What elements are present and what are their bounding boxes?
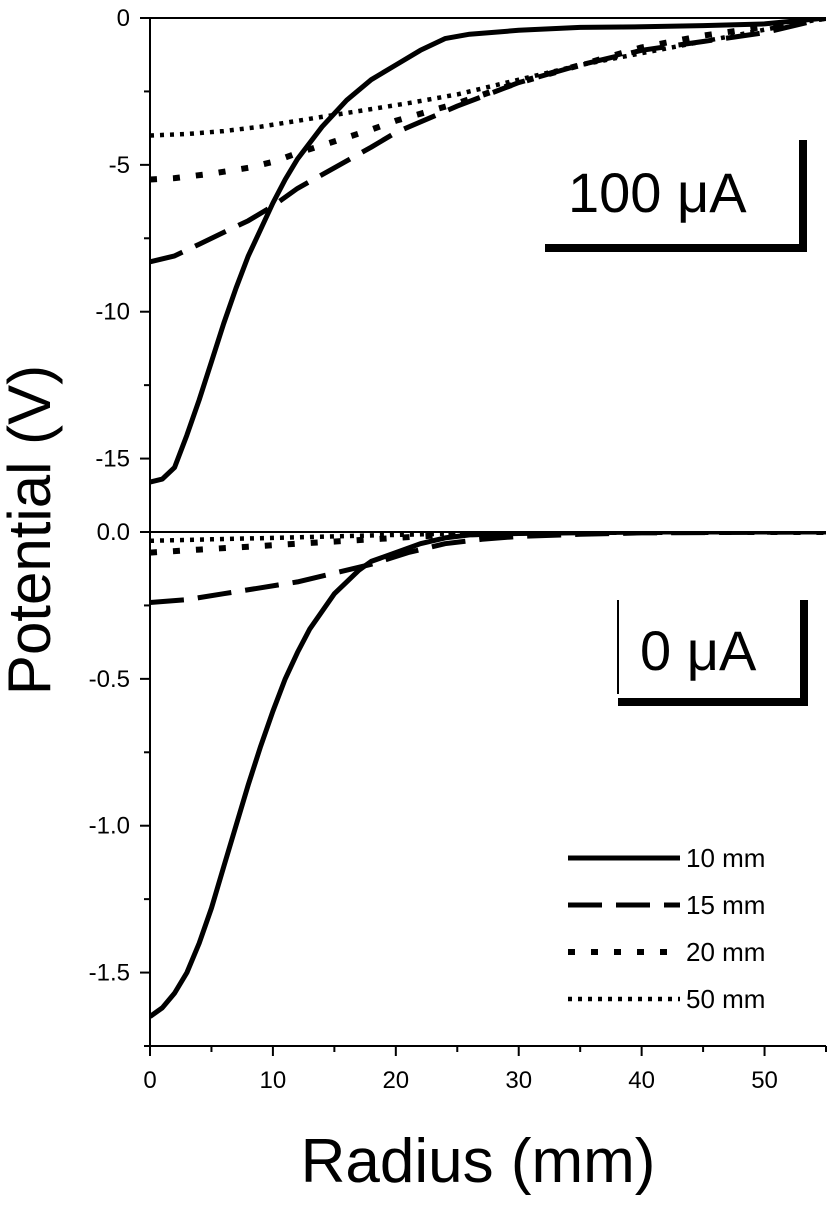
top-panel: 0 -5 -10 -15 100 μA	[95, 5, 826, 533]
y-tick-label: -15	[95, 446, 130, 473]
legend-label: 15 mm	[686, 890, 765, 920]
y-tick-label: -5	[109, 152, 130, 179]
series-line-20-mm	[150, 532, 826, 556]
legend-label: 10 mm	[686, 843, 765, 873]
current-label: 0 μA	[640, 619, 757, 682]
current-label: 100 μA	[568, 161, 747, 224]
legend: 10 mm 15 mm 20 mm 50 mm	[568, 843, 765, 1014]
y-tick-label: 0.0	[97, 519, 130, 546]
y-axis-title: Potential (V)	[0, 365, 63, 695]
y-tick-label: -0.5	[89, 666, 130, 693]
series-line-15-mm	[150, 18, 826, 265]
legend-label: 20 mm	[686, 937, 765, 967]
legend-label: 50 mm	[686, 984, 765, 1014]
series-line-10-mm	[150, 532, 826, 1019]
x-tick-label: 10	[260, 1067, 287, 1094]
series-line-50-mm	[150, 532, 826, 544]
y-tick-label: -1.0	[89, 813, 130, 840]
y-tick-label: -10	[95, 299, 130, 326]
series-line-10-mm	[150, 18, 826, 485]
label-bracket	[545, 140, 807, 252]
x-axis-title: Radius (mm)	[301, 1127, 656, 1196]
series-line-15-mm	[150, 532, 826, 605]
legend-item: 50 mm	[568, 984, 765, 1014]
current-label-box: 100 μA	[545, 140, 807, 252]
bottom-panel: 0.0 -0.5 -1.0 -1.5 0 μA	[89, 519, 826, 1047]
legend-item: 15 mm	[568, 890, 765, 920]
x-tick-label: 50	[751, 1067, 778, 1094]
legend-item: 20 mm	[568, 937, 765, 967]
series-line-20-mm	[150, 18, 826, 183]
x-tick-label: 30	[505, 1067, 532, 1094]
series-group	[150, 532, 826, 1019]
x-tick-label: 40	[628, 1067, 655, 1094]
legend-item: 10 mm	[568, 843, 765, 873]
y-tick-label: 0	[117, 5, 130, 32]
label-bracket	[618, 600, 808, 706]
y-tick-label: -1.5	[89, 960, 130, 987]
series-group	[150, 18, 826, 485]
series-line-50-mm	[150, 18, 826, 138]
current-label-box: 0 μA	[617, 600, 808, 706]
x-tick-label: 20	[382, 1067, 409, 1094]
x-axis: 0 10 20 30 40 50	[143, 1045, 827, 1094]
x-tick-label: 0	[143, 1067, 156, 1094]
